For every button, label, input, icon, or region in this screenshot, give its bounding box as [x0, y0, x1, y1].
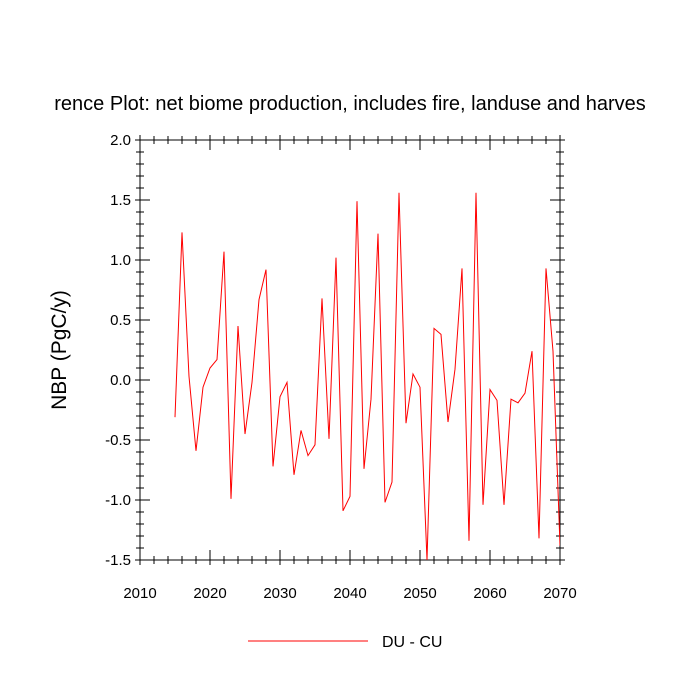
x-tick-label: 2030	[263, 585, 296, 602]
x-tick-label: 2040	[333, 585, 366, 602]
y-tick-label: -1.0	[105, 492, 131, 509]
y-tick-label: 0.5	[110, 312, 131, 329]
x-tick-label: 2060	[473, 585, 506, 602]
series-layer	[174, 192, 560, 560]
y-tick-label: -0.5	[105, 432, 131, 449]
x-tick-label: 2050	[403, 585, 436, 602]
legend-label: DU - CU	[382, 634, 442, 651]
y-tick-label: 1.5	[110, 192, 131, 209]
x-tick-label: 2070	[543, 585, 576, 602]
legend: DU - CU	[248, 634, 442, 651]
chart-title: rence Plot: net biome production, includ…	[54, 93, 645, 115]
x-tick-labels: 2010 2020 2030 2040 2050 2060 2070	[123, 585, 576, 602]
y-tick-label: 0.0	[110, 372, 131, 389]
series-line-du-cu	[174, 192, 560, 560]
y-axis-label: NBP (PgC/y)	[48, 290, 71, 410]
y-tick-label: 1.0	[110, 252, 131, 269]
y-tick-label: 2.0	[110, 132, 131, 149]
axis-ticks	[135, 135, 565, 565]
x-tick-label: 2010	[123, 585, 156, 602]
y-tick-label: -1.5	[105, 552, 131, 569]
x-tick-label: 2020	[193, 585, 226, 602]
y-tick-labels: -1.5 -1.0 -0.5 0.0 0.5 1.0 1.5 2.0	[105, 132, 131, 569]
